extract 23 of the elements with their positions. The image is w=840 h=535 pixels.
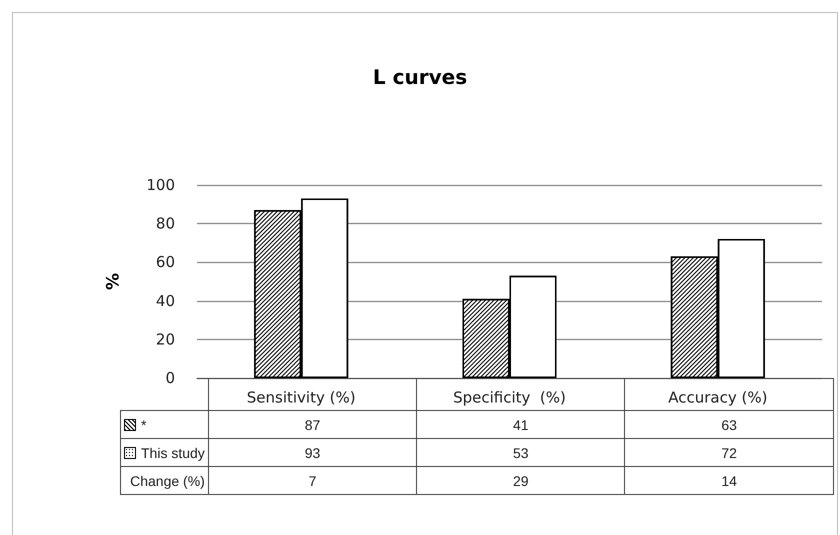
- y-axis-title: %: [104, 272, 124, 290]
- data-label: 63: [624, 410, 834, 438]
- y-tick-label: 80: [156, 214, 175, 233]
- x-tick-label: Specificity (%): [453, 388, 566, 406]
- text: 7: [208, 466, 417, 494]
- y-tick-label: 60: [156, 253, 175, 272]
- x-tick-label: Accuracy (%): [668, 388, 768, 406]
- text: 14: [624, 466, 834, 494]
- x-tick-label: Sensitivity (%): [246, 388, 356, 406]
- y-tick-label: 0: [165, 369, 175, 387]
- y-tick-label: 40: [156, 292, 175, 310]
- text: 29: [416, 466, 625, 494]
- y-tick-label: 100: [146, 176, 175, 194]
- data-label: 93: [208, 438, 417, 466]
- text: Change (%): [120, 466, 208, 494]
- chart-title: L curves: [372, 65, 468, 89]
- data-label: 72: [624, 438, 834, 466]
- data-label: 53: [416, 438, 625, 466]
- y-tick-label: 20: [156, 330, 175, 348]
- data-label: 87: [208, 410, 417, 438]
- data-label: 41: [416, 410, 625, 438]
- legend-label: This study: [141, 444, 205, 460]
- legend-label: *: [141, 416, 146, 432]
